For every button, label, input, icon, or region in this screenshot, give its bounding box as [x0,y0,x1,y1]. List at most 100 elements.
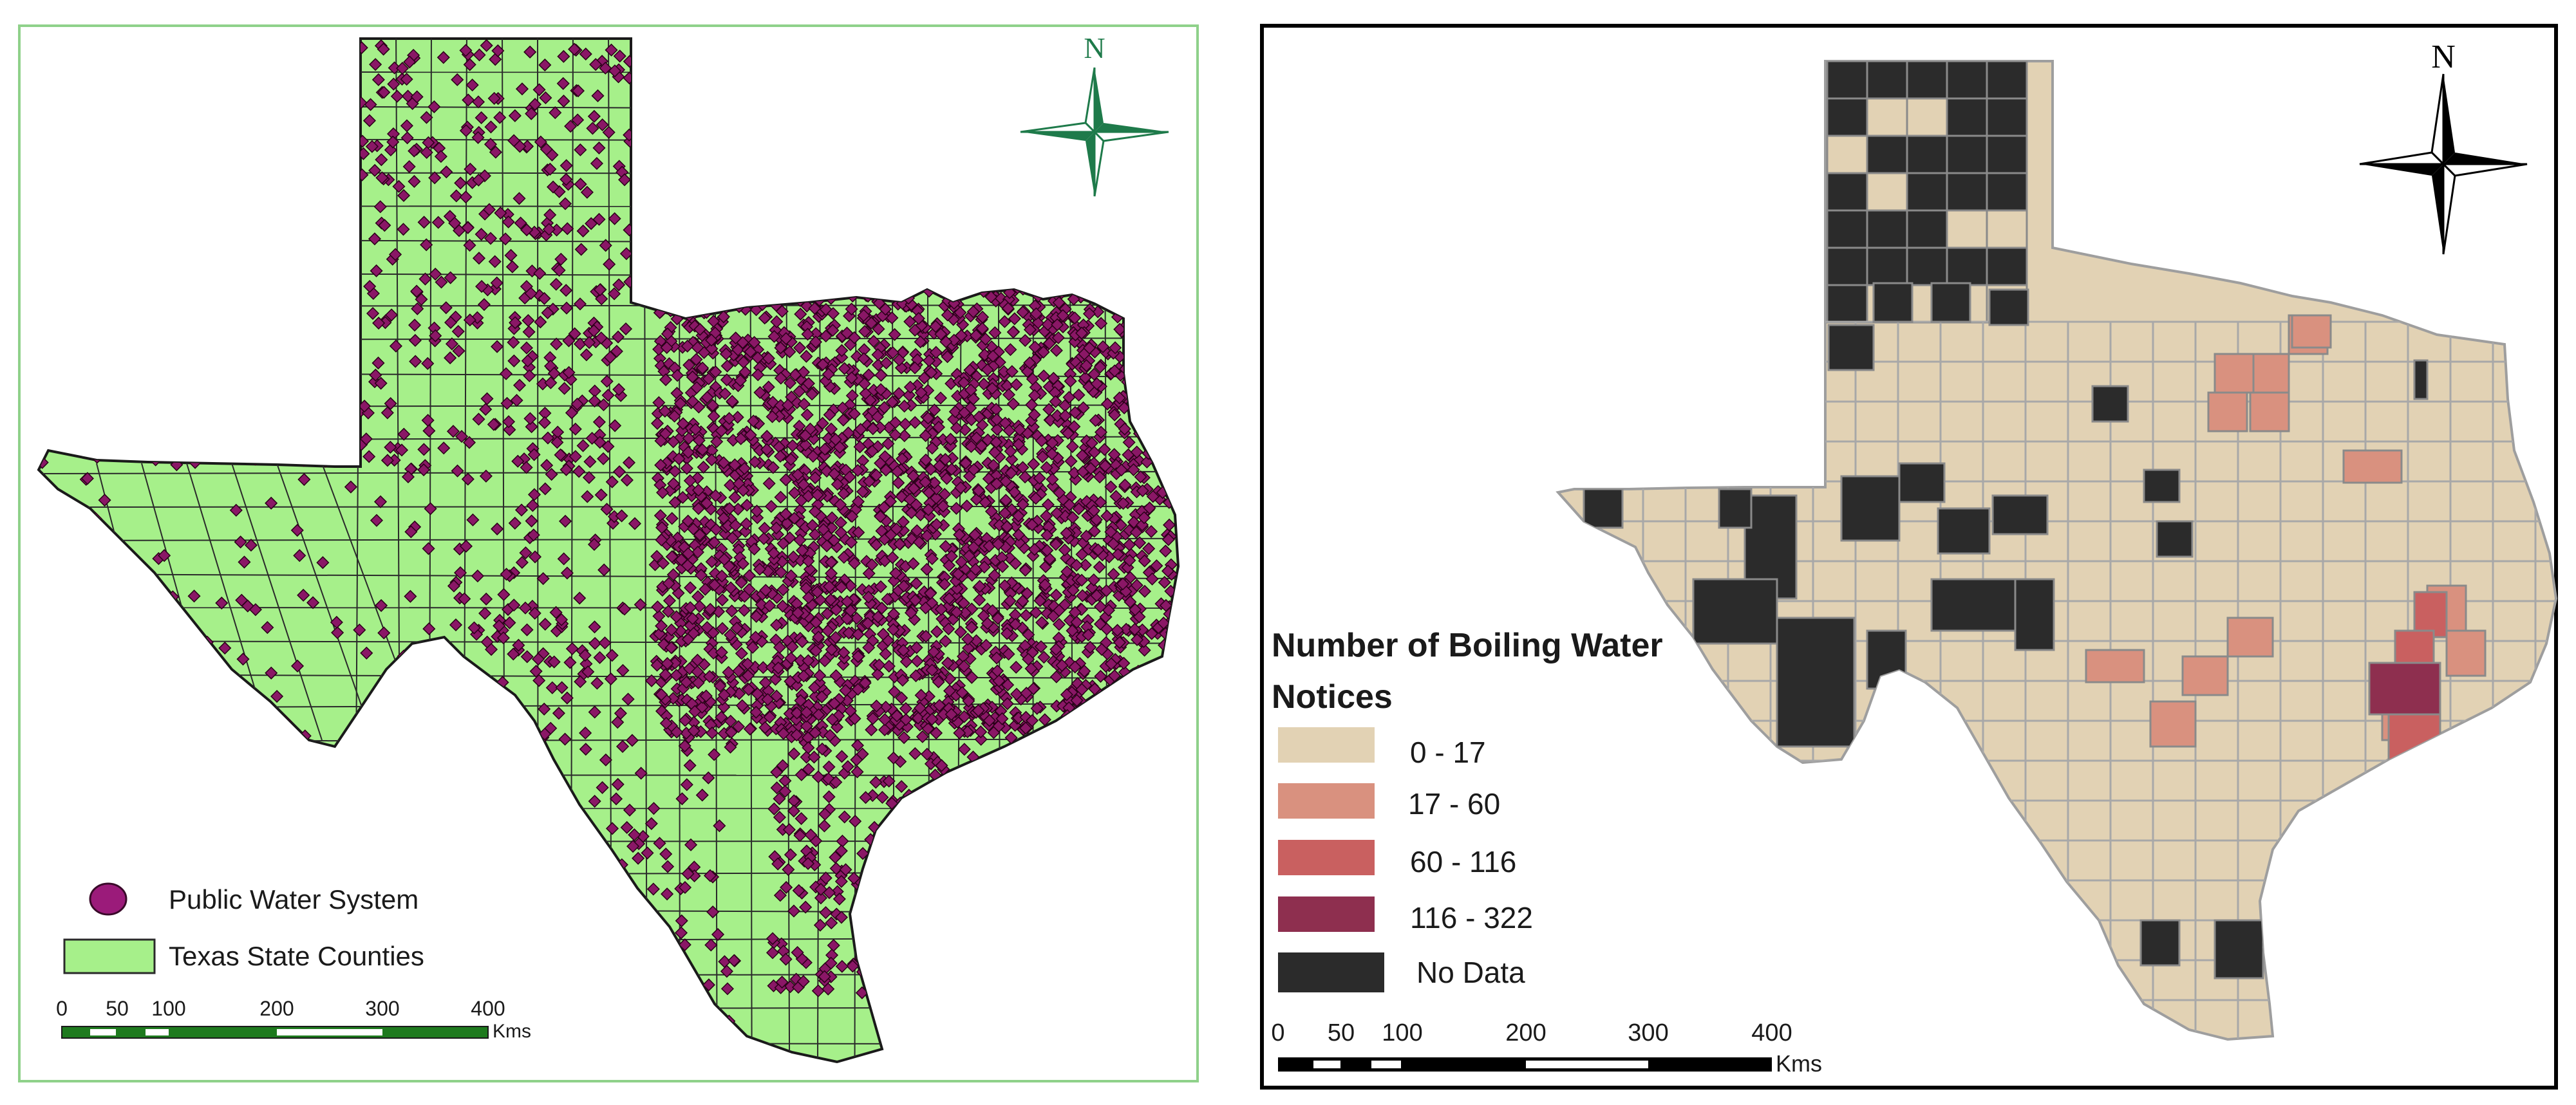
water-system-point [560,566,574,580]
legend-swatch-60-116 [1278,840,1375,875]
water-system-point [569,450,582,463]
water-system-point [484,643,498,656]
water-system-point [463,313,476,327]
water-system-point [462,436,476,449]
water-system-point [612,278,626,292]
water-system-point [644,817,658,830]
water-system-point [549,106,562,120]
water-system-point [435,275,448,289]
water-system-point [1016,306,1029,319]
water-system-point [1004,343,1017,357]
water-system-point [525,420,538,434]
water-system-point [588,620,601,634]
water-system-point [509,316,522,330]
water-system-point [597,563,611,577]
water-system-point [422,424,436,438]
water-system-point [559,301,574,315]
water-system-point [527,488,541,501]
water-system-point [603,351,617,364]
water-system-point [400,131,414,145]
water-system-point [879,463,893,477]
water-system-point [557,95,570,108]
water-system-point [531,653,545,666]
water-system-point [524,286,538,300]
water-system-point [549,277,563,291]
water-system-point [408,319,422,332]
water-system-point [561,222,574,236]
water-system-point [589,58,603,71]
water-system-point [420,111,433,124]
water-system-point [564,120,578,133]
water-system-point [415,293,428,306]
water-system-point [455,430,469,443]
water-system-point [593,651,606,664]
water-system-point [390,89,404,103]
water-system-point [388,248,402,261]
water-system-point [523,412,537,425]
scale-tick-100-right: 100 [1382,1019,1422,1046]
water-system-point [494,206,507,220]
water-system-point [448,216,462,230]
water-system-point [353,623,366,636]
water-system-point [862,368,876,382]
water-system-point [500,396,514,410]
water-system-point [1107,568,1120,581]
water-system-point [597,452,610,465]
scale-unit-right: Kms [1776,1050,1822,1077]
water-system-point [397,427,411,441]
water-system-point [528,606,541,620]
water-system-point [475,227,488,241]
water-system-point [532,83,546,97]
water-system-point [397,189,411,202]
water-system-point [728,490,742,504]
legend-label-texas-counties: Texas State Counties [169,941,424,971]
water-system-point [574,178,587,191]
north-label-right: N [2431,39,2456,75]
legend-label-116-322: 116 - 322 [1410,901,1533,934]
water-system-point [581,490,594,503]
water-system-point [465,79,479,92]
water-system-point [608,64,621,78]
water-system-point [538,702,551,716]
water-system-point [489,145,502,159]
water-system-point [523,369,536,382]
water-system-point [557,50,570,63]
water-system-point [439,301,453,315]
water-system-point [925,366,938,379]
water-system-point [538,292,551,305]
water-system-point [510,394,523,407]
water-system-point [559,284,573,297]
water-system-point [503,423,516,436]
water-system-point [661,860,675,873]
water-system-point [502,415,516,429]
water-system-point [616,739,630,753]
water-system-point [1108,408,1122,422]
legend-point-symbol [89,882,127,916]
water-system-point [562,366,576,379]
water-system-point [543,208,557,221]
legend-label-no-data: No Data [1416,956,1525,989]
water-system-point [571,113,585,127]
water-system-point [653,837,666,850]
scale-unit-left: Kms [493,1021,531,1042]
water-system-point [617,602,632,616]
water-system-point [590,156,604,171]
water-system-point [420,238,433,252]
water-system-point [428,171,442,185]
water-system-point [472,252,486,265]
water-system-point [428,100,441,114]
water-system-point [722,665,735,679]
water-system-point [512,638,525,652]
water-system-point [576,439,590,452]
water-system-point [601,389,615,402]
water-system-point [507,647,520,661]
water-system-point [558,514,572,528]
water-system-point [675,792,689,806]
water-system-point [331,626,344,640]
water-system-point [362,114,377,127]
water-system-point [507,354,521,367]
water-system-point [449,618,463,632]
water-system-point [514,216,527,230]
water-system-point [511,454,525,468]
water-system-point [493,111,507,124]
